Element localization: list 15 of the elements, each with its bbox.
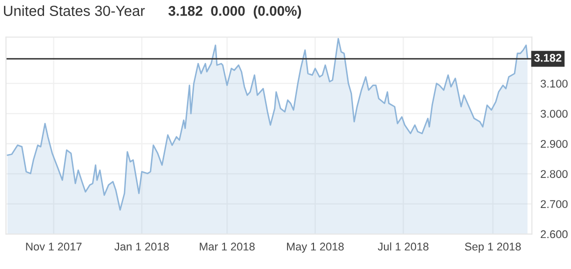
y-tick-label: 2.800 (540, 170, 568, 178)
x-tick-label: Sep 1 2018 (464, 242, 521, 253)
y-tick-label: 2.900 (540, 140, 568, 148)
y-tick-label: 2.700 (540, 200, 568, 208)
x-tick-label: Jul 1 2018 (378, 242, 428, 251)
y-tick-label: 2.600 (540, 230, 568, 238)
x-tick-label: Jan 1 2018 (114, 242, 169, 251)
ref-line-label: 3.182 (534, 54, 562, 62)
x-tick-label: May 1 2018 (287, 242, 344, 253)
y-tick-label: 3.100 (540, 80, 568, 88)
chart-title: United States 30-Year (4, 5, 145, 16)
chart-subtitle: 3.182 0.000 (0.00%) (168, 6, 301, 19)
x-tick-label: Nov 1 2017 (26, 242, 82, 251)
y-tick-label: 3.000 (540, 110, 568, 118)
x-tick-label: Mar 1 2018 (200, 242, 255, 251)
